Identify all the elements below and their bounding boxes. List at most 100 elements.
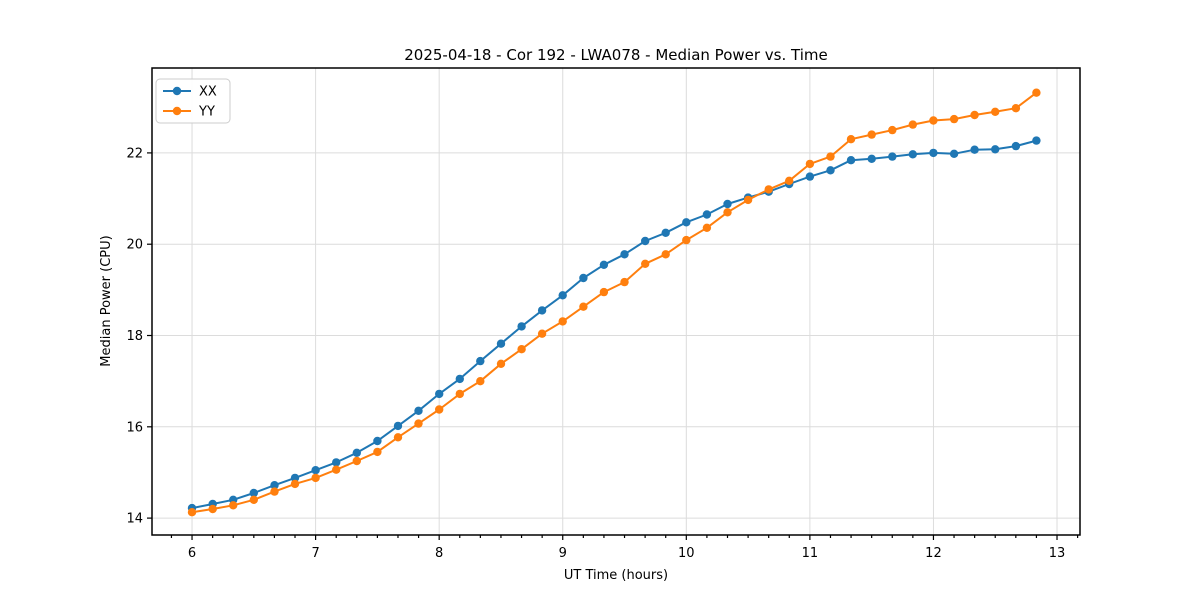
legend-marker-yy-icon (172, 106, 182, 116)
series-YY-point-30 (805, 159, 815, 169)
series-YY-point-23 (661, 250, 670, 259)
series-YY-point-26 (723, 208, 732, 217)
series-XX-point-22 (641, 236, 650, 246)
xtick-label-8: 8 (435, 546, 443, 561)
series-XX-point-36 (929, 148, 938, 158)
series-YY-point-27 (743, 195, 753, 205)
series-XX-point-24 (682, 218, 691, 227)
series-XX-point-39 (991, 145, 1000, 154)
series-YY-point-2 (229, 501, 238, 510)
legend-marker-xx-icon (172, 86, 182, 96)
series-YY-point-19 (579, 302, 588, 311)
series-XX-point-19 (579, 273, 588, 283)
ytick-label-18: 18 (126, 329, 143, 344)
series-XX-point-38 (970, 145, 979, 154)
xtick-label-7: 7 (311, 546, 319, 561)
series-XX-point-32 (846, 156, 856, 165)
series-YY-point-35 (908, 120, 917, 129)
series-XX-point-25 (702, 210, 712, 219)
legend: XX YY (155, 78, 231, 124)
ytick-label-16: 16 (126, 420, 143, 435)
series-YY-point-8 (352, 456, 361, 466)
series-YY-point-5 (290, 479, 300, 489)
series-XX-point-10 (393, 421, 403, 431)
series-YY-point-37 (949, 114, 959, 124)
series-XX-point-13 (455, 374, 464, 384)
series-XX-point-37 (949, 149, 959, 158)
series-XX-point-23 (661, 228, 670, 237)
series-YY-point-14 (476, 377, 485, 386)
series-XX-point-30 (805, 172, 815, 181)
tick-layer: 6 7 8 9 10 11 12 13 14 16 18 20 22 (126, 146, 1079, 561)
series-XX-point-7 (332, 458, 341, 467)
series-YY-point-25 (702, 223, 712, 232)
series-XX-point-26 (723, 199, 732, 209)
series-XX-point-6 (311, 466, 320, 475)
y-axis-label: Median Power (CPU) (99, 235, 114, 366)
xtick-label-12: 12 (925, 546, 942, 561)
series-XX-point-14 (476, 356, 485, 366)
series-YY-point-22 (641, 259, 650, 268)
series-XX-point-4 (270, 481, 279, 490)
series-YY-point-20 (599, 287, 609, 297)
series-YY-point-16 (517, 345, 526, 354)
series-XX-point-17 (537, 306, 547, 315)
series-YY-point-9 (373, 447, 382, 457)
series-XX-point-20 (599, 260, 609, 269)
series-YY-point-7 (332, 465, 341, 474)
series-YY-point-6 (311, 473, 320, 483)
series-YY-point-29 (785, 176, 794, 185)
series-YY-point-21 (620, 277, 629, 287)
series-YY-point-41 (1032, 88, 1041, 97)
series-XX-line (191, 139, 1037, 510)
series-YY-point-1 (208, 504, 217, 514)
series-YY-point-15 (496, 359, 506, 368)
series-XX-point-11 (414, 406, 423, 415)
xtick-label-6: 6 (188, 546, 196, 561)
series-YY-point-36 (929, 116, 938, 125)
xtick-label-10: 10 (678, 546, 695, 561)
series-YY-point-28 (764, 185, 773, 194)
series-YY-point-18 (558, 317, 567, 326)
series-XX-point-16 (517, 322, 526, 331)
xtick-label-11: 11 (802, 546, 819, 561)
series-YY-point-40 (1011, 104, 1021, 113)
plot-border (151, 67, 1081, 536)
series-YY-point-0 (187, 508, 197, 517)
ytick-label-20: 20 (126, 238, 143, 253)
series-YY-point-33 (867, 130, 876, 139)
legend-label-xx: XX (199, 85, 217, 100)
series-YY-point-24 (682, 235, 691, 245)
series-XX-point-9 (373, 436, 382, 446)
series-XX-point-33 (867, 154, 876, 163)
series-XX-point-21 (620, 250, 629, 259)
series-XX-point-18 (558, 291, 567, 300)
series-YY-point-38 (970, 110, 979, 120)
legend-label-yy: YY (198, 105, 215, 120)
chart-title: 2025-04-18 - Cor 192 - LWA078 - Median P… (404, 46, 828, 64)
series-YY-point-34 (888, 125, 897, 135)
series-XX-point-41 (1032, 136, 1041, 145)
series-YY-point-39 (991, 107, 1000, 117)
ytick-label-22: 22 (126, 146, 143, 161)
x-axis-label: UT Time (hours) (564, 568, 668, 583)
grid-layer (152, 68, 1080, 535)
series-XX-point-35 (908, 150, 917, 159)
ytick-label-14: 14 (126, 512, 143, 527)
series-YY-point-17 (537, 329, 547, 338)
series-XX-point-8 (352, 448, 361, 457)
series-XX-point-40 (1011, 141, 1021, 151)
legend-box (155, 78, 231, 124)
series-XX-point-34 (888, 152, 897, 161)
series-layer (187, 88, 1041, 517)
series-YY-point-3 (249, 495, 258, 504)
series-YY-point-32 (846, 135, 856, 144)
series-YY-point-4 (270, 487, 279, 496)
series-YY-point-10 (393, 433, 403, 442)
series-YY-point-11 (414, 419, 423, 428)
series-XX-point-3 (249, 488, 258, 498)
series-YY-point-13 (455, 389, 464, 399)
xtick-label-9: 9 (559, 546, 567, 561)
